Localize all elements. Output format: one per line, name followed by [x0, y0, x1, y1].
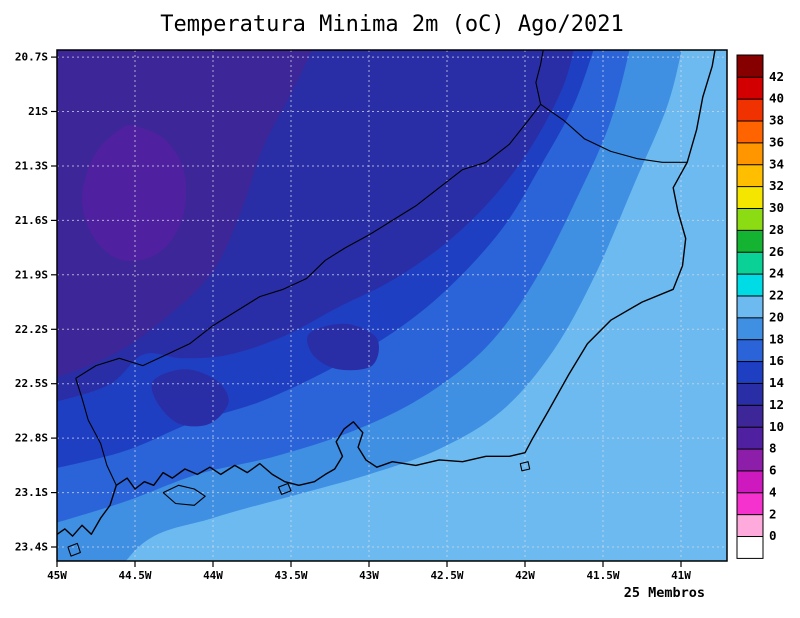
x-tick-label-41W: 41W	[671, 569, 691, 582]
colorbar-label-0: 0	[769, 528, 777, 543]
y-tick-label-22.2S: 22.2S	[15, 323, 48, 336]
colorbar-label-40: 40	[769, 91, 784, 106]
x-tick-label-43.5W: 43.5W	[274, 569, 307, 582]
state-border-path-1	[75, 103, 542, 379]
x-tick-label-42W: 42W	[515, 569, 535, 582]
colorbar-cell-11	[736, 295, 764, 319]
x-tick-label-45W: 45W	[47, 569, 67, 582]
x-tick-label-42.5W: 42.5W	[430, 569, 463, 582]
colorbar-label-14: 14	[769, 375, 784, 390]
colorbar-label-2: 2	[769, 506, 777, 521]
colorbar-cell-1	[736, 513, 764, 538]
colorbar-label-30: 30	[769, 200, 784, 215]
colorbar-label-6: 6	[769, 463, 777, 478]
colorbar-cell-6	[736, 404, 764, 428]
longitude-axis: 45W 44.5W 44W 43.5W 43W 42.5W 42W 41.5W 41W	[47, 561, 691, 582]
coastline-path	[57, 50, 716, 537]
colorbar-cell-8	[736, 360, 764, 384]
colorbar-cell-0	[736, 535, 764, 559]
contour-fill-layer	[57, 50, 727, 561]
y-tick-label-20.7S: 20.7S	[15, 51, 48, 64]
colorbar-cell-9	[736, 338, 764, 363]
colorbar-cell-22	[736, 54, 764, 78]
colorbar-cell-18	[736, 141, 764, 166]
colorbar-label-4: 4	[769, 484, 777, 499]
colorbar-label-26: 26	[769, 244, 784, 259]
state-border-path-3	[540, 103, 688, 163]
colorbar-cell-10	[736, 316, 764, 341]
colorbar-label-36: 36	[769, 135, 784, 150]
colorbar-cell-15	[736, 207, 764, 231]
island-outline-2	[519, 461, 531, 472]
colorbar-cell-3	[736, 470, 764, 494]
colorbar-cell-14	[736, 229, 764, 253]
island-outline-3	[67, 542, 81, 557]
y-tick-label-21.9S: 21.9S	[15, 268, 48, 281]
band-12-14	[151, 369, 229, 427]
colorbar-cell-16	[736, 185, 764, 209]
colorbar-label-42: 42	[769, 69, 784, 84]
colorbar-label-20: 20	[769, 309, 784, 324]
latitude-axis: 20.7S 21S 21.3S 21.6S 21.9S 22.2S 22.5S 22.8S 23…	[15, 51, 57, 554]
chart-title: Temperatura Minima 2m (oC) Ago/2021	[160, 12, 624, 37]
island-outline-0	[162, 484, 206, 506]
ensemble-members-note: 25 Membros	[624, 585, 705, 601]
colorbar-label-16: 16	[769, 353, 784, 368]
colorbar-cell-4	[736, 448, 764, 472]
colorbar-cell-21	[736, 76, 764, 100]
colorbar-label-12: 12	[769, 397, 784, 412]
y-tick-label-21.3S: 21.3S	[15, 160, 48, 173]
colorbar-label-38: 38	[769, 113, 784, 128]
state-border-path-2	[535, 50, 544, 105]
coastline-layer	[57, 50, 716, 557]
y-tick-label-23.1S: 23.1S	[15, 486, 48, 499]
y-tick-label-22.5S: 22.5S	[15, 377, 48, 390]
band-20-22	[125, 50, 727, 561]
colorbar-label-24: 24	[769, 266, 784, 281]
y-tick-label-23.4S: 23.4S	[15, 541, 48, 554]
colorbar-cell-5	[736, 426, 764, 450]
colorbar-cell-2	[736, 491, 764, 516]
colorbar-label-32: 32	[769, 178, 784, 193]
colorbar-label-28: 28	[769, 222, 784, 237]
x-tick-label-43W: 43W	[359, 569, 379, 582]
plot-border	[56, 49, 728, 562]
colorbar-cell-12	[736, 273, 764, 297]
colorbar-cell-19	[736, 120, 764, 144]
colorbar-cell-13	[736, 251, 764, 275]
state-border-path-0	[75, 378, 117, 486]
y-tick-label-22.8S: 22.8S	[15, 432, 48, 445]
x-tick-label-44W: 44W	[203, 569, 223, 582]
x-tick-label-41.5W: 41.5W	[586, 569, 619, 582]
band-8-10	[82, 125, 187, 262]
island-outline-1	[277, 482, 292, 495]
band-12-14	[307, 323, 379, 371]
colorbar-label-10: 10	[769, 419, 784, 434]
x-tick-label-44.5W: 44.5W	[118, 569, 151, 582]
y-tick-label-21S: 21S	[28, 105, 48, 118]
colorbar-cell-20	[736, 98, 764, 122]
colorbar-label-8: 8	[769, 441, 777, 456]
colorbar-cell-17	[736, 163, 764, 188]
colorbar-label-34: 34	[769, 156, 784, 171]
colorbar-label-22: 22	[769, 288, 784, 303]
colorbar-label-18: 18	[769, 331, 784, 346]
y-tick-label-21.6S: 21.6S	[15, 214, 48, 227]
colorbar-cell-7	[736, 382, 764, 406]
